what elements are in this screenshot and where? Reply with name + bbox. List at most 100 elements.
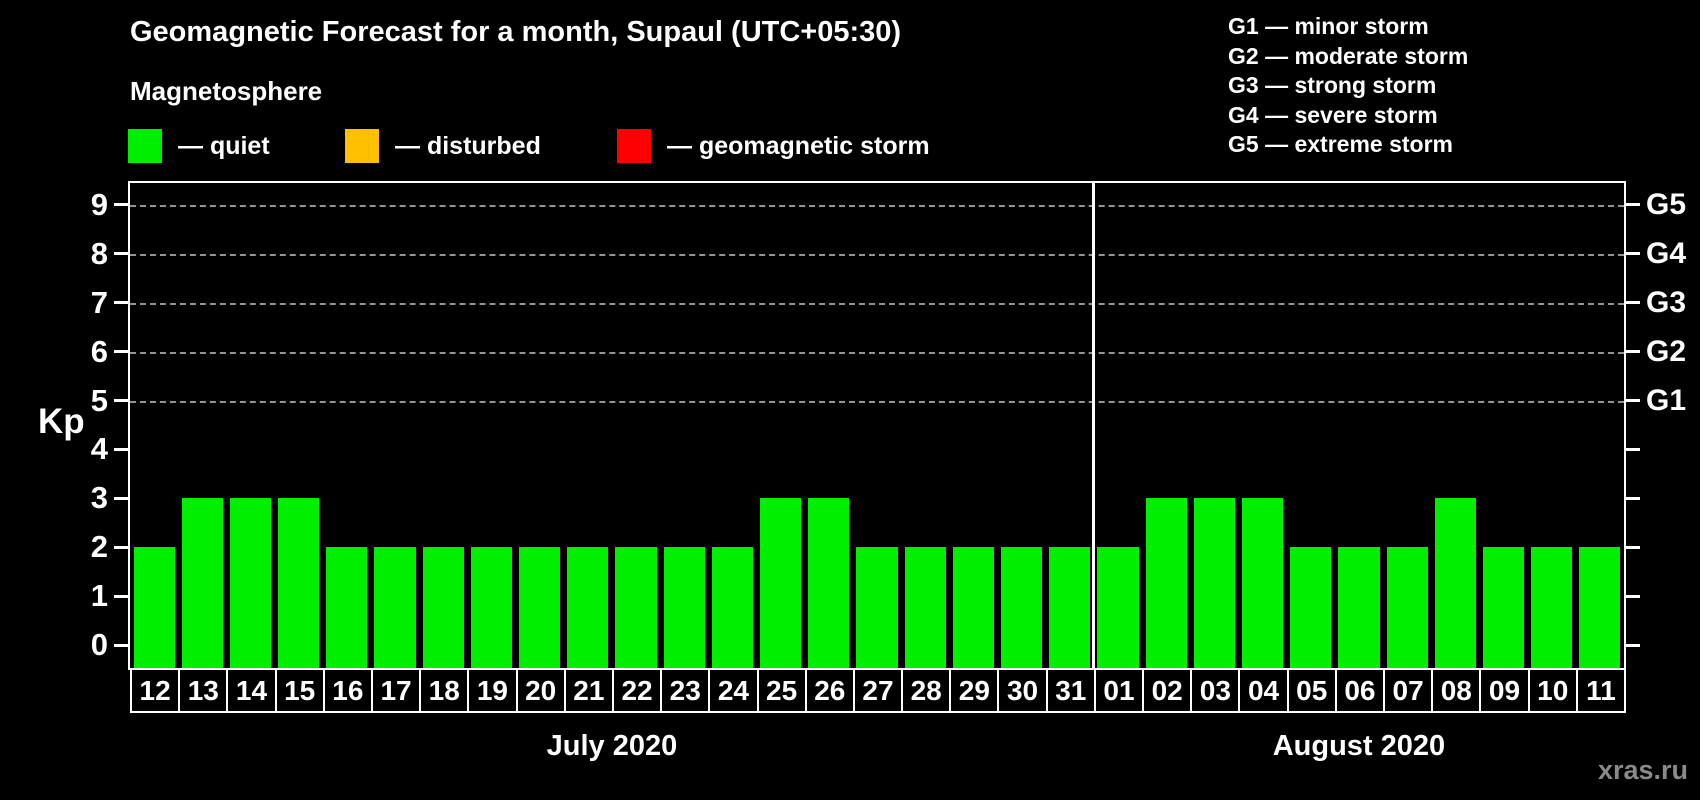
y-tick-left bbox=[114, 203, 128, 207]
kp-bar bbox=[374, 547, 416, 668]
g5-legend-line: G5 — extreme storm bbox=[1228, 131, 1453, 157]
day-cell: 08 bbox=[1431, 668, 1482, 713]
g-scale-legend: G1 — minor storm G2 — moderate storm G3 … bbox=[1228, 12, 1468, 160]
kp-bar bbox=[567, 547, 609, 668]
y-tick-left bbox=[114, 545, 128, 549]
y-tick-right bbox=[1626, 252, 1640, 256]
y-tick-left bbox=[114, 350, 128, 354]
legend-item-quiet: — quiet bbox=[128, 126, 270, 166]
day-cell: 20 bbox=[515, 668, 566, 713]
y-tick-right bbox=[1626, 594, 1640, 598]
grid-line-kp9 bbox=[130, 204, 1624, 207]
kp-bar bbox=[470, 547, 513, 668]
day-cell: 29 bbox=[949, 668, 1000, 713]
kp-bar bbox=[1145, 498, 1187, 668]
magnetosphere-legend: — quiet — disturbed — geomagnetic storm bbox=[0, 126, 1700, 166]
plot-area bbox=[128, 181, 1626, 670]
g4-legend-line: G4 — severe storm bbox=[1228, 101, 1438, 128]
y-tick-right bbox=[1626, 301, 1640, 305]
kp-bar bbox=[1386, 547, 1428, 668]
kp-bar bbox=[519, 547, 561, 668]
day-cell: 05 bbox=[1286, 668, 1337, 713]
g3-legend-line: G3 — strong storm bbox=[1228, 72, 1437, 98]
month-label: August 2020 bbox=[1272, 730, 1446, 762]
g-scale-label-g3: G3 bbox=[1646, 285, 1687, 319]
day-cell: 22 bbox=[611, 668, 663, 713]
y-tick-label: 2 bbox=[90, 529, 108, 565]
day-cell: 04 bbox=[1238, 668, 1289, 713]
legend-item-geomagnetic-storm: — geomagnetic storm bbox=[617, 126, 930, 166]
grid-line-kp5 bbox=[130, 400, 1624, 403]
y-tick-right bbox=[1626, 447, 1640, 451]
day-cell: 31 bbox=[1045, 668, 1096, 713]
day-cell: 18 bbox=[419, 668, 470, 713]
day-cell: 28 bbox=[901, 668, 952, 713]
kp-bar bbox=[1097, 547, 1139, 668]
y-tick-right bbox=[1626, 203, 1640, 207]
kp-bar bbox=[1531, 547, 1573, 668]
day-cell: 12 bbox=[130, 668, 181, 713]
kp-bar bbox=[1434, 498, 1476, 668]
day-cell: 15 bbox=[274, 668, 325, 713]
g-scale-label-g2: G2 bbox=[1646, 334, 1687, 368]
g1-legend-line: G1 — minor storm bbox=[1228, 13, 1429, 39]
geomagnetic-storm-color-swatch bbox=[617, 129, 651, 163]
y-tick-left bbox=[114, 643, 128, 647]
g-scale-label-g4: G4 bbox=[1646, 236, 1687, 270]
y-tick-label: 5 bbox=[90, 382, 108, 418]
kp-bar bbox=[1482, 547, 1525, 668]
day-cell: 13 bbox=[178, 668, 229, 713]
y-tick-right bbox=[1626, 496, 1640, 500]
y-tick-left bbox=[114, 594, 128, 598]
kp-bar bbox=[1241, 498, 1284, 668]
kp-bar bbox=[229, 498, 272, 668]
y-tick-label: 1 bbox=[90, 578, 108, 614]
y-tick-left bbox=[114, 496, 128, 500]
g-scale-label-g1: G1 bbox=[1646, 383, 1687, 417]
kp-bar bbox=[1193, 498, 1235, 668]
kp-bar bbox=[615, 547, 657, 668]
kp-bar bbox=[663, 547, 705, 668]
legend-label-quiet: — quiet bbox=[178, 131, 270, 160]
y-tick-left bbox=[114, 252, 128, 256]
kp-bar bbox=[711, 547, 753, 668]
day-cell: 30 bbox=[997, 668, 1048, 713]
day-cell: 17 bbox=[370, 668, 422, 713]
day-cell: 06 bbox=[1334, 668, 1386, 713]
day-cell: 03 bbox=[1190, 668, 1241, 713]
day-cell: 23 bbox=[660, 668, 711, 713]
g-scale-label-g5: G5 bbox=[1646, 187, 1687, 221]
legend-label-disturbed: — disturbed bbox=[395, 131, 541, 160]
day-cell: 02 bbox=[1142, 668, 1193, 713]
day-cell: 19 bbox=[467, 668, 518, 713]
y-tick-label: 4 bbox=[90, 431, 108, 467]
y-tick-label: 6 bbox=[90, 333, 108, 369]
kp-bar bbox=[1290, 547, 1332, 668]
y-tick-label: 9 bbox=[90, 186, 108, 222]
y-tick-left bbox=[114, 447, 128, 451]
y-tick-left bbox=[114, 399, 128, 402]
day-cell: 01 bbox=[1093, 668, 1145, 713]
y-tick-right bbox=[1626, 545, 1640, 549]
y-tick-label: 3 bbox=[90, 480, 108, 516]
day-cell: 10 bbox=[1527, 668, 1578, 713]
month-separator bbox=[1092, 183, 1096, 668]
kp-bar bbox=[904, 547, 946, 668]
kp-bar bbox=[808, 498, 850, 668]
grid-line-kp7 bbox=[130, 302, 1624, 305]
y-tick-right bbox=[1626, 399, 1640, 402]
kp-bar bbox=[1049, 547, 1091, 668]
kp-bar bbox=[1000, 547, 1043, 668]
kp-bar bbox=[278, 498, 320, 668]
kp-bar bbox=[326, 547, 368, 668]
magnetosphere-label: Magnetosphere bbox=[130, 76, 323, 106]
y-tick-right bbox=[1626, 350, 1640, 354]
day-cell: 11 bbox=[1575, 668, 1626, 713]
kp-bar bbox=[422, 547, 464, 668]
grid-line-kp8 bbox=[130, 253, 1624, 256]
watermark: xras.ru bbox=[1597, 755, 1688, 785]
quiet-color-swatch bbox=[128, 129, 162, 163]
kp-bar bbox=[952, 547, 994, 668]
chart-title: Geomagnetic Forecast for a month, Supaul… bbox=[130, 16, 902, 48]
